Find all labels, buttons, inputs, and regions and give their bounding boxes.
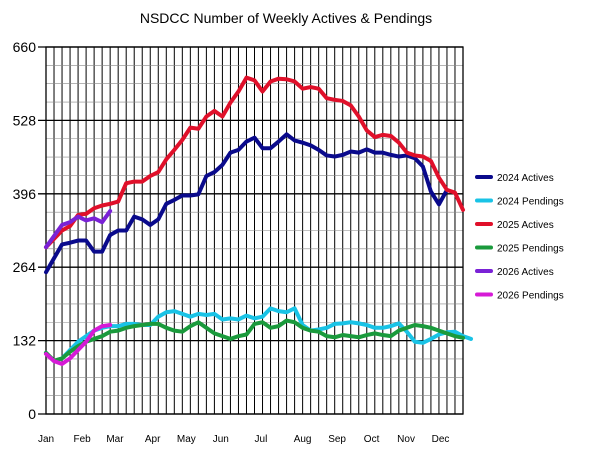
x-month-label: Feb xyxy=(73,434,91,445)
plot-frame xyxy=(45,46,464,415)
y-tick-label: 528 xyxy=(13,112,37,128)
x-month-label: Aug xyxy=(294,434,312,445)
x-month-label: Jun xyxy=(213,434,229,445)
legend-label: 2024 Pendings xyxy=(497,197,564,208)
series-line-2025-actives xyxy=(44,75,465,250)
legend: 2024 Actives 2024 Pendings 2025 Actives 202… xyxy=(475,173,564,302)
x-axis-month-labels: Jan Feb Mar Apr May Jun Jul Aug Sep Oct Nov Dec xyxy=(38,434,450,445)
x-month-label: Dec xyxy=(432,434,450,445)
legend-label: 2025 Actives xyxy=(497,220,554,231)
series-line-2026-pendings xyxy=(44,323,113,366)
x-month-label: Oct xyxy=(364,434,380,445)
series-line-2026-actives xyxy=(44,209,113,250)
legend-label: 2024 Actives xyxy=(497,173,554,184)
y-tick-label: 264 xyxy=(13,259,37,275)
legend-label: 2026 Pendings xyxy=(497,291,564,302)
x-month-label: May xyxy=(177,434,196,445)
chart-title: NSDCC Number of Weekly Actives & Pending… xyxy=(140,10,432,26)
y-tick-label: 396 xyxy=(13,186,37,202)
x-month-label: Mar xyxy=(106,434,124,445)
y-tick-label: 660 xyxy=(13,39,37,55)
x-month-label: Apr xyxy=(145,434,161,445)
series-line-2024-actives xyxy=(44,132,449,275)
legend-label: 2026 Actives xyxy=(497,267,554,278)
x-month-label: Jul xyxy=(255,434,268,445)
y-tick-label: 132 xyxy=(13,333,37,349)
y-axis-ticks: 0 132 264 396 528 660 xyxy=(13,39,37,422)
y-tick-label: 0 xyxy=(28,406,36,422)
x-month-label: Sep xyxy=(328,434,346,445)
legend-label: 2025 Pendings xyxy=(497,244,564,255)
x-month-label: Nov xyxy=(397,434,415,445)
series-line-2024-pendings xyxy=(44,306,474,364)
series-line-2025-pendings xyxy=(44,318,465,363)
grid xyxy=(38,46,464,415)
x-month-label: Jan xyxy=(38,434,54,445)
series-lines xyxy=(44,75,474,366)
